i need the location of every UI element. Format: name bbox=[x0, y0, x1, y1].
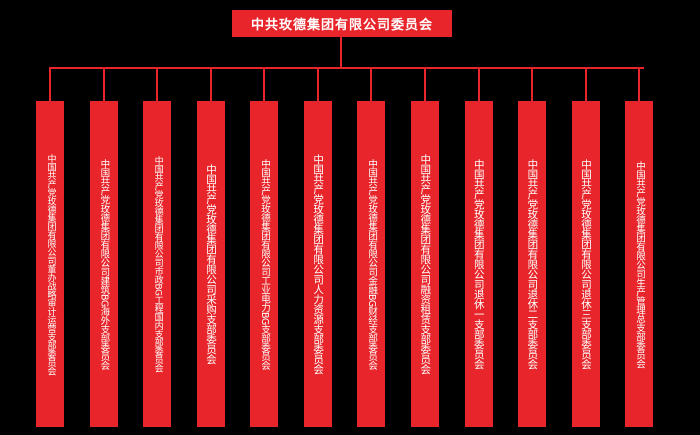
branch-box: 中国共产党玫德集团有限公司金融BG财经支部委员会 bbox=[357, 101, 386, 427]
branch-box: 中国共产党玫德集团有限公司董办战略审计运营支部委员会 bbox=[36, 101, 64, 427]
branch-box: 中国共产党玫德集团有限公司生产管理总支部委员会 bbox=[625, 101, 654, 427]
branch-label: 中国共产党玫德集团有限公司人力资源支部委员会 bbox=[312, 154, 325, 374]
branch-box: 中国共产党玫德集团有限公司退休三支部委员会 bbox=[571, 101, 600, 427]
horizontal-rail-connector bbox=[49, 67, 644, 69]
drop-connector bbox=[370, 68, 373, 101]
branch-box: 中国共产党玫德集团有限公司工业电力BG支部委员会 bbox=[250, 101, 279, 427]
branch-label: 中国共产党玫德集团有限公司建筑BG海外支部委员会 bbox=[98, 158, 110, 370]
branch-box: 中国共产党玫德集团有限公司退休二支部委员会 bbox=[518, 101, 547, 427]
drop-connector bbox=[531, 68, 534, 101]
branch-label: 中国共产党玫德集团有限公司董办战略审计运营支部委员会 bbox=[45, 153, 56, 375]
branch-box: 中国共产党玫德集团有限公司退休一支部委员会 bbox=[464, 101, 493, 427]
branch-box: 中国共产党玫德集团有限公司建筑BG海外支部委员会 bbox=[89, 101, 118, 427]
drop-connector bbox=[423, 68, 426, 101]
branch-label: 中国共产党玫德集团有限公司融资租赁支部委员会 bbox=[419, 154, 432, 374]
branch-label: 中国共产党玫德集团有限公司生产管理总支部委员会 bbox=[634, 160, 646, 368]
branch-label: 中国共产党玫德集团有限公司工业电力BG支部委员会 bbox=[259, 158, 271, 370]
branch-label: 中国共产党玫德集团有限公司采购支部委员会 bbox=[204, 164, 217, 364]
drop-connector bbox=[477, 68, 480, 101]
branch-label: 中国共产党玫德集团有限公司退休二支部委员会 bbox=[526, 159, 539, 369]
branch-box: 中国共产党玫德集团有限公司人力资源支部委员会 bbox=[303, 101, 332, 427]
branch-label: 中国共产党玫德集团有限公司市政BG工程国内支部委员会 bbox=[152, 156, 163, 372]
drop-connector bbox=[102, 68, 105, 101]
branch-label: 中国共产党玫德集团有限公司退休三支部委员会 bbox=[579, 159, 592, 369]
branch-label: 中国共产党玫德集团有限公司金融BG财经支部委员会 bbox=[366, 158, 378, 370]
drop-connector bbox=[49, 68, 51, 101]
branch-box: 中国共产党玫德集团有限公司融资租赁支部委员会 bbox=[410, 101, 439, 427]
branch-label: 中国共产党玫德集团有限公司退休一支部委员会 bbox=[472, 159, 485, 369]
root-stem-connector bbox=[340, 37, 342, 68]
drop-connector bbox=[638, 68, 641, 101]
drop-connector bbox=[584, 68, 587, 101]
drop-connector bbox=[209, 68, 212, 101]
root-committee-label: 中共玫德集团有限公司委员会 bbox=[250, 18, 433, 33]
drop-connector bbox=[316, 68, 319, 101]
drop-connector bbox=[156, 68, 159, 101]
drop-connector bbox=[263, 68, 266, 101]
branch-box: 中国共产党玫德集团有限公司采购支部委员会 bbox=[196, 101, 225, 427]
root-committee-box: 中共玫德集团有限公司委员会 bbox=[232, 10, 452, 37]
branch-box: 中国共产党玫德集团有限公司市政BG工程国内支部委员会 bbox=[143, 101, 172, 427]
